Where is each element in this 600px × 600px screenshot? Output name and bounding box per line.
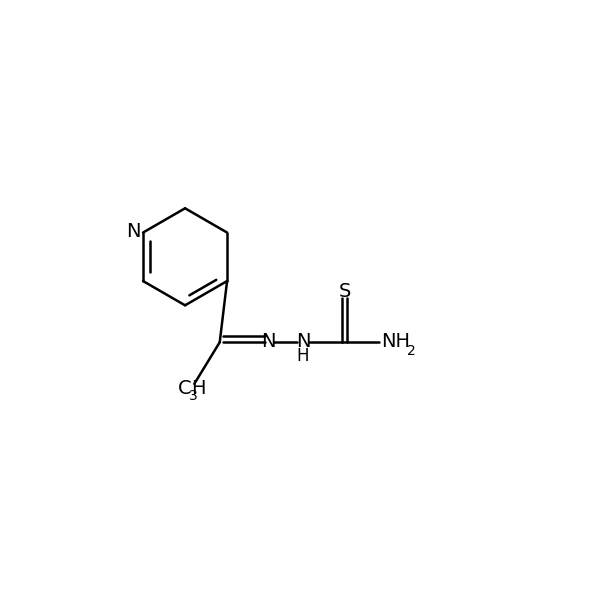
Text: H: H: [296, 347, 309, 365]
Text: 3: 3: [189, 389, 197, 403]
Text: H: H: [191, 379, 206, 398]
Text: S: S: [338, 282, 350, 301]
Text: N: N: [296, 332, 310, 351]
Text: N: N: [125, 222, 140, 241]
Text: N: N: [261, 332, 275, 351]
Text: 2: 2: [407, 344, 416, 358]
Text: C: C: [178, 379, 192, 398]
Text: NH: NH: [382, 332, 410, 351]
